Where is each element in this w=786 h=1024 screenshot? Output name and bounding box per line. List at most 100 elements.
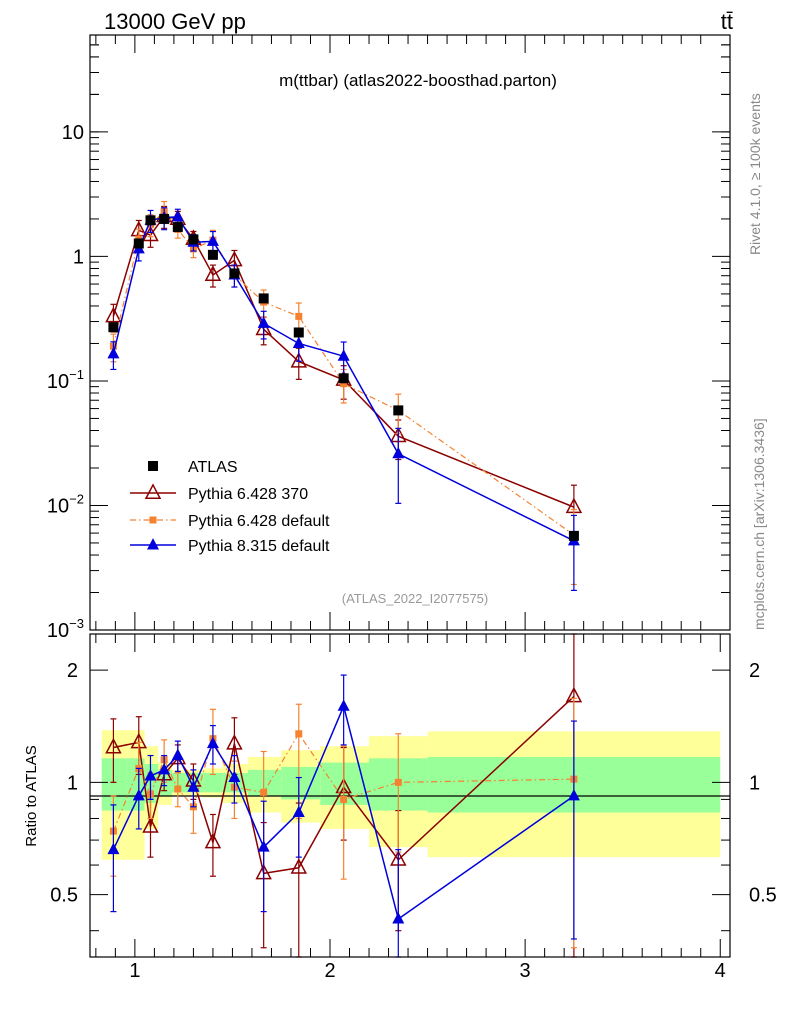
legend: ATLAS Pythia 6.428 370 Pythia 6.428 defaul…	[130, 459, 330, 555]
data-point	[338, 373, 349, 384]
main-plot-frame	[89, 34, 731, 631]
y-tick-label-base: 10	[47, 371, 69, 393]
legend-label: Pythia 6.428 default	[188, 513, 330, 530]
ratio-y-tick-label: 2	[67, 660, 78, 682]
header-process-label: tt̄	[721, 9, 733, 34]
inner-uncertainty-band	[281, 766, 321, 800]
data-point	[340, 380, 348, 388]
ratio-data-point	[337, 699, 350, 711]
ratio-data-point	[105, 737, 122, 754]
series-atlas	[108, 213, 579, 541]
ratio-data-point	[158, 762, 171, 775]
data-point	[257, 316, 270, 328]
data-point	[568, 530, 579, 541]
ratio-data-point	[174, 785, 182, 793]
data-point	[145, 215, 156, 226]
y-tick-label: 10−2	[47, 491, 84, 517]
legend-marker	[144, 483, 162, 499]
data-point	[105, 306, 122, 323]
ratio-plot-frame	[89, 633, 731, 958]
ratio-data-point	[107, 842, 120, 855]
data-point	[159, 213, 170, 224]
legend-marker	[149, 516, 157, 524]
ratio-data-point	[171, 748, 184, 761]
header-energy-label: 13000 GeV pp	[104, 9, 246, 34]
ratio-data-point	[260, 788, 268, 796]
data-point	[229, 268, 240, 279]
ratio-data-point	[295, 730, 303, 738]
ratio-data-point	[340, 795, 348, 803]
y-tick-label: 10−3	[47, 616, 84, 642]
data-point	[292, 336, 305, 348]
ratio-data-point	[204, 832, 222, 849]
legend-marker	[148, 461, 158, 471]
ratio-data-point	[394, 778, 402, 786]
series-pythia-6-428-default	[109, 200, 578, 586]
x-tick-label: 1	[129, 960, 140, 982]
ratio-data-point	[228, 770, 241, 783]
legend-label: Pythia 6.428 370	[188, 486, 308, 503]
legend-label: Pythia 8.315 default	[188, 538, 330, 555]
data-point	[392, 446, 405, 459]
ratio-data-point	[132, 788, 145, 801]
ratio-y-tick-label-right: 2	[749, 660, 760, 682]
x-tick-label: 2	[324, 960, 335, 982]
data-point	[171, 209, 184, 222]
rivet-version-label: Rivet 4.1.0, ≥ 100k events	[747, 93, 763, 255]
ratio-plot-panel: 0.5 0.5 1 1 2 2 1 2 3 4 Ratio to ATLAS	[23, 633, 777, 982]
analysis-id-watermark: (ATLAS_2022_I2077575)	[342, 591, 488, 606]
ratio-y-tick-label-right: 1	[749, 772, 760, 794]
data-point	[295, 312, 303, 320]
ratio-data-point	[142, 817, 159, 833]
ratio-data-point	[567, 788, 580, 801]
ratio-axis-ticks: 0.5 0.5 1 1 2 2 1 2 3 4	[50, 634, 777, 982]
main-data-series	[105, 200, 583, 591]
main-plot-title: m(ttbar) (atlas2022-boosthad.parton)	[279, 71, 557, 90]
y-tick-label: 10−1	[47, 367, 84, 393]
ratio-data-point	[206, 736, 219, 749]
y-tick-label-exponent: −3	[69, 616, 84, 631]
data-point	[206, 234, 219, 246]
y-tick-label: 10	[62, 122, 84, 144]
y-tick-label-base: 10	[47, 620, 69, 642]
data-point	[207, 249, 218, 260]
ratio-data-point	[144, 769, 157, 781]
data-point	[142, 225, 159, 242]
y-tick-label-base: 10	[47, 495, 69, 517]
ratio-data-point	[392, 912, 405, 924]
mcplots-reference-label: mcplots.cern.ch [arXiv:1306.3436]	[751, 418, 767, 630]
data-point	[133, 238, 144, 249]
ratio-data-series	[105, 633, 583, 958]
ratio-data-point	[187, 780, 200, 792]
data-point	[204, 265, 222, 281]
data-point	[258, 293, 269, 304]
data-point	[188, 234, 199, 245]
ratio-data-point	[290, 858, 308, 874]
data-point	[172, 222, 183, 233]
ratio-y-tick-label-right: 0.5	[749, 885, 777, 907]
data-point	[393, 405, 404, 416]
y-tick-label-exponent: −2	[69, 491, 84, 506]
ratio-uncertainty-bands	[101, 730, 721, 860]
ratio-y-tick-label: 1	[67, 772, 78, 794]
data-point	[337, 349, 350, 361]
data-point	[290, 351, 308, 368]
ratio-data-point	[257, 840, 270, 852]
inner-uncertainty-band	[101, 758, 128, 811]
data-point	[108, 322, 119, 333]
x-tick-label: 4	[715, 960, 726, 982]
ratio-data-point	[292, 805, 305, 818]
ratio-series-pythia-8-315-default	[107, 674, 580, 958]
ratio-y-tick-label: 0.5	[50, 885, 78, 907]
data-point	[293, 327, 304, 338]
legend-label: ATLAS	[188, 459, 238, 476]
data-point	[107, 346, 120, 359]
y-tick-label-exponent: −1	[69, 367, 84, 382]
ratio-data-point	[226, 733, 243, 750]
legend-marker	[147, 538, 159, 550]
ratio-y-axis-label: Ratio to ATLAS	[23, 745, 40, 846]
y-tick-label: 1	[73, 246, 84, 268]
x-tick-label: 3	[520, 960, 531, 982]
